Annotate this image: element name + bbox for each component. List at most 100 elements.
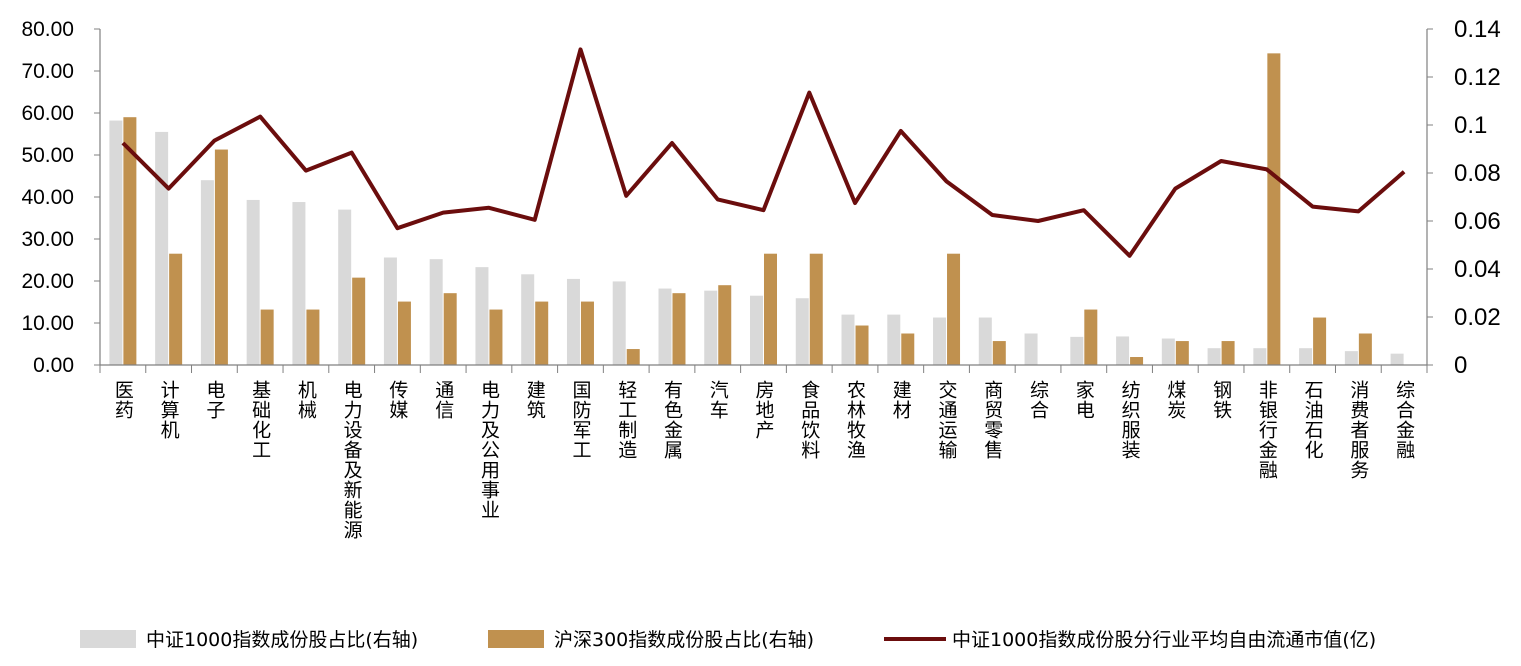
bar-hs300-share [306, 309, 320, 365]
legend-label-csi1000-share: 中证1000指数成份股占比(右轴) [146, 629, 418, 651]
bar-hs300-share [764, 253, 777, 365]
bar-hs300-share [1175, 341, 1189, 365]
category-label: 交通运输 [936, 380, 958, 460]
category-label: 纺织服装 [1119, 380, 1141, 460]
bar-csi1000-share [292, 202, 306, 365]
bar-hs300-share [947, 253, 961, 365]
category-label: 基础化工 [249, 380, 271, 460]
category-label: 国防军工 [569, 380, 591, 460]
bar-csi1000-share [750, 295, 763, 365]
bar-hs300-share [169, 253, 183, 365]
bar-hs300-share [809, 253, 823, 365]
category-label: 汽车 [707, 380, 729, 420]
line-avg-market-cap [121, 47, 1406, 258]
bars [109, 53, 1404, 366]
bar-csi1000-share [1161, 338, 1175, 365]
bar-csi1000-share [200, 180, 214, 365]
axes [94, 28, 1433, 373]
bar-hs300-share [672, 293, 686, 365]
category-label: 石油石化 [1302, 380, 1324, 460]
left-tick-label: 80.00 [21, 18, 74, 41]
bar-hs300-share [397, 301, 411, 365]
right-tick-label: 0.04 [1454, 256, 1501, 283]
legend-label-hs300-share: 沪深300指数成份股占比(右轴) [554, 629, 814, 651]
left-tick-label: 40.00 [21, 186, 74, 209]
category-label: 房地产 [753, 380, 775, 440]
category-label: 机械 [295, 380, 317, 420]
category-label: 消费者服务 [1347, 380, 1369, 480]
bar-csi1000-share [612, 281, 626, 365]
category-label: 建材 [890, 380, 912, 420]
bar-csi1000-share [658, 288, 672, 365]
bar-hs300-share [443, 293, 457, 365]
category-label: 医药 [112, 380, 134, 420]
bar-csi1000-share [1024, 333, 1038, 365]
category-label: 轻工制造 [615, 380, 637, 460]
bar-hs300-share [855, 325, 869, 365]
bar-hs300-share [626, 349, 640, 365]
bar-hs300-share [214, 149, 228, 365]
bar-csi1000-share [795, 298, 809, 365]
right-tick-label: 0.12 [1454, 64, 1501, 91]
bar-csi1000-share [429, 259, 443, 365]
right-tick-label: 0.06 [1454, 208, 1501, 235]
bar-hs300-share [1084, 309, 1098, 365]
category-label: 传媒 [386, 380, 408, 420]
category-label: 有色金属 [661, 380, 683, 460]
category-label: 家电 [1073, 380, 1095, 420]
legend-swatch-hs300-share [488, 630, 544, 648]
right-tick-label: 0.1 [1454, 112, 1487, 139]
category-label: 通信 [432, 380, 454, 420]
bar-csi1000-share [1390, 353, 1404, 365]
category-label: 电子 [203, 380, 225, 420]
legend-swatch-csi1000-share [80, 630, 136, 648]
bar-hs300-share [992, 341, 1006, 365]
bar-csi1000-share [841, 314, 855, 365]
bar-hs300-share [901, 333, 915, 365]
right-tick-label: 0.14 [1454, 16, 1501, 43]
bar-csi1000-share [1299, 348, 1313, 365]
bar-csi1000-share [383, 257, 397, 365]
bar-csi1000-share [566, 278, 580, 365]
bar-hs300-share [1130, 357, 1144, 365]
bar-hs300-share [718, 285, 732, 365]
category-labels: 医药 计算机 电子 基础化工 机械 电力设备及新能源 传媒 通信 电力及公用事业 建筑 国防军工 轻工… [112, 380, 1415, 540]
right-tick-label: 0.02 [1454, 304, 1501, 331]
bar-hs300-share [260, 309, 274, 365]
line-series [121, 47, 1406, 258]
bar-csi1000-share [246, 199, 260, 365]
category-label: 电力设备及新能源 [341, 380, 363, 540]
left-tick-label: 20.00 [21, 270, 74, 293]
right-axis: 0 0.02 0.04 0.06 0.08 0.1 0.12 0.14 [1454, 16, 1501, 379]
bar-csi1000-share [978, 317, 992, 365]
bar-csi1000-share [1253, 348, 1267, 365]
category-label: 食品饮料 [798, 380, 820, 460]
category-label: 煤炭 [1164, 380, 1186, 420]
legend: 中证1000指数成份股占比(右轴) 沪深300指数成份股占比(右轴) 中证100… [80, 629, 1376, 651]
right-tick-label: 0.08 [1454, 160, 1501, 187]
left-tick-label: 60.00 [21, 102, 74, 125]
right-tick-label: 0 [1454, 352, 1467, 379]
bar-hs300-share [535, 301, 549, 365]
bar-csi1000-share [887, 314, 901, 365]
bar-hs300-share [1221, 341, 1235, 365]
category-label: 综合 [1027, 380, 1049, 420]
left-tick-label: 0.00 [33, 354, 74, 377]
category-label: 计算机 [158, 380, 180, 440]
bar-hs300-share [1313, 317, 1327, 365]
bar-csi1000-share [933, 317, 947, 365]
bar-csi1000-share [521, 274, 535, 365]
category-label: 商贸零售 [981, 380, 1003, 460]
bar-hs300-share [123, 117, 137, 365]
category-label: 建筑 [524, 380, 546, 420]
bar-csi1000-share [1207, 348, 1221, 365]
bar-csi1000-share [1070, 336, 1084, 365]
category-label: 非银行金融 [1256, 380, 1278, 480]
bar-csi1000-share [475, 267, 489, 365]
bar-csi1000-share [155, 131, 169, 365]
bar-hs300-share [352, 277, 366, 365]
bar-hs300-share [489, 309, 503, 365]
left-tick-label: 50.00 [21, 144, 74, 167]
category-label: 钢铁 [1210, 380, 1232, 420]
